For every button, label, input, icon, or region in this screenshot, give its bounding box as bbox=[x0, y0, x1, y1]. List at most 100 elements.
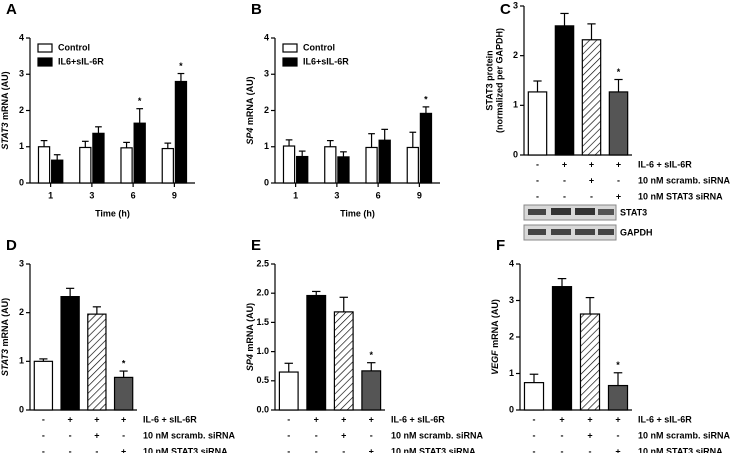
legend-swatch bbox=[37, 43, 53, 53]
y-axis-label: STAT3 mRNA (AU) bbox=[0, 298, 10, 376]
bar bbox=[278, 371, 299, 411]
condition-sign: - bbox=[315, 430, 318, 440]
condition-label: 10 nM STAT3 siRNA bbox=[638, 191, 723, 201]
condition-sign: - bbox=[315, 446, 318, 453]
condition-sign: - bbox=[69, 430, 72, 440]
y-tick-label: 1 bbox=[19, 141, 24, 151]
condition-sign: + bbox=[94, 414, 99, 424]
y-tick-label: 4 bbox=[19, 32, 24, 42]
bar bbox=[120, 147, 133, 184]
bar bbox=[579, 313, 601, 411]
condition-sign: - bbox=[370, 430, 373, 440]
condition-sign: + bbox=[615, 446, 620, 453]
condition-sign: + bbox=[314, 414, 319, 424]
y-tick-label: 1.0 bbox=[256, 346, 269, 356]
y-axis-label: STAT3 protein bbox=[484, 50, 494, 110]
condition-sign: - bbox=[561, 446, 564, 453]
y-tick-label: 2 bbox=[264, 105, 269, 115]
condition-sign: + bbox=[559, 414, 564, 424]
y-tick-label: 4 bbox=[509, 258, 514, 268]
condition-sign: - bbox=[122, 430, 125, 440]
condition-sign: - bbox=[533, 446, 536, 453]
condition-sign: + bbox=[616, 159, 621, 169]
condition-sign: - bbox=[617, 430, 620, 440]
bar bbox=[282, 145, 296, 184]
bar bbox=[324, 146, 337, 184]
y-tick-label: 0 bbox=[513, 149, 518, 159]
condition-sign: + bbox=[369, 446, 374, 453]
legend-label: Control bbox=[58, 42, 90, 52]
condition-sign: + bbox=[616, 191, 621, 201]
x-tick-label: 1 bbox=[48, 190, 53, 200]
condition-label: 10 nM STAT3 siRNA bbox=[143, 446, 228, 453]
y-label-part: VEGF bbox=[490, 350, 500, 375]
panel-letter: D bbox=[6, 237, 17, 254]
panel-letter: A bbox=[6, 1, 17, 18]
y-tick-label: 1 bbox=[509, 368, 514, 378]
y-label-part: mRNA (AU) bbox=[490, 299, 500, 350]
y-tick-label: 2.0 bbox=[256, 288, 269, 298]
bar bbox=[33, 360, 54, 411]
condition-sign: - bbox=[42, 446, 45, 453]
condition-sign: - bbox=[95, 446, 98, 453]
y-label-part: mRNA (AU) bbox=[0, 298, 10, 349]
bar bbox=[174, 80, 188, 184]
y-label-part: mRNA (AU) bbox=[245, 76, 255, 127]
condition-sign: - bbox=[533, 430, 536, 440]
condition-sign: + bbox=[369, 414, 374, 424]
y-tick-label: 3 bbox=[513, 0, 518, 10]
significance-star: * bbox=[424, 94, 428, 104]
panel-letter: B bbox=[251, 1, 262, 18]
significance-star: * bbox=[369, 350, 373, 360]
y-label-part: mRNA (AU) bbox=[245, 303, 255, 354]
condition-label: 10 nM scramb. siRNA bbox=[391, 430, 484, 440]
condition-sign: - bbox=[42, 430, 45, 440]
y-tick-label: 0 bbox=[19, 177, 24, 187]
legend-swatch bbox=[282, 57, 298, 67]
panel-letter: F bbox=[496, 237, 505, 254]
bar bbox=[527, 91, 548, 156]
condition-sign: + bbox=[587, 414, 592, 424]
y-tick-label: 3 bbox=[509, 295, 514, 305]
significance-star: * bbox=[122, 358, 126, 368]
x-axis-label: Time (h) bbox=[340, 208, 375, 218]
condition-sign: + bbox=[121, 446, 126, 453]
x-tick-label: 3 bbox=[334, 190, 339, 200]
condition-label: IL-6 + sIL-6R bbox=[638, 414, 692, 424]
x-axis-label: Time (h) bbox=[95, 208, 130, 218]
bar bbox=[161, 147, 174, 184]
condition-sign: - bbox=[536, 159, 539, 169]
bar bbox=[554, 25, 575, 156]
legend-swatch bbox=[37, 57, 53, 67]
legend-label: Control bbox=[303, 42, 335, 52]
bar bbox=[378, 139, 391, 184]
y-label-part: STAT3 bbox=[0, 349, 10, 376]
y-tick-label: 1 bbox=[19, 356, 24, 366]
significance-star: * bbox=[617, 67, 621, 77]
legend-swatch bbox=[282, 43, 298, 53]
y-tick-label: 0 bbox=[509, 404, 514, 414]
bar bbox=[337, 156, 350, 184]
y-tick-label: 2 bbox=[19, 307, 24, 317]
y-tick-label: 1 bbox=[264, 141, 269, 151]
x-tick-label: 9 bbox=[172, 190, 177, 200]
condition-label: 10 nM scramb. siRNA bbox=[638, 175, 731, 185]
bar bbox=[333, 311, 354, 411]
bar bbox=[296, 155, 309, 184]
y-tick-label: 2.5 bbox=[256, 258, 269, 268]
panel-letter: C bbox=[500, 1, 511, 18]
bar bbox=[419, 112, 433, 184]
condition-sign: - bbox=[69, 446, 72, 453]
bar bbox=[361, 370, 382, 411]
significance-star: * bbox=[616, 360, 620, 370]
y-tick-label: 3 bbox=[19, 69, 24, 79]
x-tick-label: 3 bbox=[89, 190, 94, 200]
bar bbox=[51, 159, 64, 184]
condition-label: 10 nM STAT3 siRNA bbox=[638, 446, 723, 453]
y-label-part: mRNA (AU) bbox=[0, 71, 10, 122]
condition-sign: - bbox=[536, 175, 539, 185]
condition-label: 10 nM scramb. siRNA bbox=[638, 430, 731, 440]
condition-sign: + bbox=[94, 430, 99, 440]
condition-sign: - bbox=[533, 414, 536, 424]
y-tick-label: 2 bbox=[513, 50, 518, 60]
